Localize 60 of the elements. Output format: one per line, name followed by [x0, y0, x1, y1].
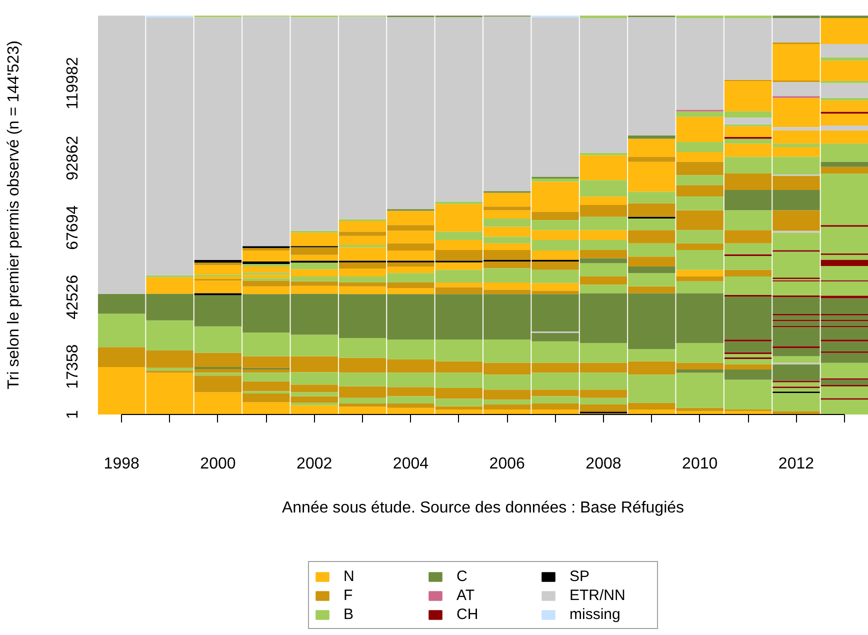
- bar: [676, 230, 724, 244]
- bar: [338, 244, 386, 248]
- y-tick-label: 42526: [64, 274, 82, 320]
- x-tick-label: 2000: [200, 456, 236, 472]
- bar: [580, 16, 628, 18]
- x-axis-title: Année sous étude. Source des données : Base Réfugiés: [282, 500, 684, 516]
- bar: [820, 18, 868, 44]
- bar: [435, 202, 483, 204]
- y-axis-title: Tri selon le premier permis observé (n = 144'523): [6, 40, 22, 390]
- bar: [628, 156, 676, 162]
- bar: [146, 368, 194, 371]
- bar: [820, 57, 868, 61]
- bar: [772, 411, 820, 414]
- legend-label: CH: [456, 605, 480, 623]
- y-tick-label: 119982: [64, 57, 82, 110]
- bar: [820, 362, 868, 378]
- x-tick-label: 2012: [778, 456, 814, 472]
- bar: [387, 225, 434, 231]
- bar: [676, 243, 724, 250]
- bar: [483, 206, 531, 210]
- bar: [580, 258, 628, 264]
- bar: [820, 166, 868, 174]
- bar: [628, 286, 676, 294]
- y-tick-label: 1: [64, 410, 82, 419]
- bar: [820, 98, 868, 100]
- bar: [580, 276, 628, 285]
- y-tick-label: 92862: [64, 136, 82, 180]
- bar: [724, 118, 772, 124]
- legend-label: AT: [456, 586, 476, 604]
- x-tick-label: 2002: [296, 456, 332, 472]
- bar: [628, 135, 676, 139]
- bar: [628, 266, 676, 274]
- y-tick-label: 67694: [64, 205, 82, 250]
- bar: [676, 276, 724, 282]
- bar: [820, 260, 868, 266]
- bar: [820, 80, 868, 84]
- y-tick-label: 17358: [64, 344, 82, 389]
- x-tick-label: 2004: [392, 456, 429, 472]
- bar: [532, 250, 579, 260]
- legend-label: missing: [570, 605, 622, 623]
- bar: [676, 175, 724, 186]
- bar: [724, 210, 772, 230]
- legend-label: N: [344, 567, 356, 585]
- legend-label: F: [344, 586, 354, 604]
- bar: [676, 270, 724, 276]
- x-tick-label: 2008: [586, 456, 622, 472]
- bar: [820, 44, 868, 58]
- legend-label: ETR/NN: [570, 586, 626, 604]
- x-tick-label: 1998: [104, 456, 140, 472]
- legend-label: SP: [570, 567, 591, 585]
- legend-label: B: [344, 605, 355, 623]
- bar: [580, 152, 628, 156]
- x-tick-label: 2010: [682, 456, 718, 472]
- legend-label: C: [456, 567, 468, 585]
- x-tick-label: 2006: [489, 456, 525, 472]
- bar: [628, 230, 676, 244]
- bar: [820, 162, 868, 167]
- bar: [724, 270, 772, 276]
- bar: [338, 232, 386, 236]
- bar: [194, 262, 242, 266]
